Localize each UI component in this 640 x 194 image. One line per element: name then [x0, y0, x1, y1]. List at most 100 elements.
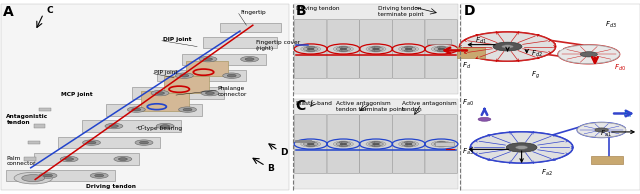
Text: PIP joint: PIP joint	[154, 70, 177, 75]
FancyBboxPatch shape	[294, 20, 327, 78]
Text: C: C	[47, 6, 53, 15]
Circle shape	[437, 145, 444, 147]
FancyBboxPatch shape	[360, 20, 392, 78]
Text: Antagonistic
tendon: Antagonistic tendon	[6, 114, 49, 125]
Text: $F_{d0}$: $F_{d0}$	[614, 63, 627, 73]
Circle shape	[307, 145, 313, 147]
Circle shape	[39, 173, 57, 178]
Circle shape	[105, 123, 123, 129]
Text: C: C	[296, 99, 306, 113]
Circle shape	[434, 47, 449, 51]
Text: D: D	[280, 148, 288, 157]
Circle shape	[478, 117, 491, 121]
Circle shape	[339, 141, 346, 143]
Circle shape	[175, 73, 193, 78]
Circle shape	[199, 56, 217, 62]
Circle shape	[336, 142, 351, 146]
FancyBboxPatch shape	[132, 87, 225, 99]
Circle shape	[161, 125, 170, 127]
FancyBboxPatch shape	[39, 108, 51, 111]
Circle shape	[308, 141, 315, 143]
Circle shape	[341, 141, 348, 143]
Circle shape	[341, 145, 348, 147]
FancyBboxPatch shape	[186, 61, 228, 75]
FancyBboxPatch shape	[141, 91, 189, 111]
Text: $F_g$: $F_g$	[531, 70, 540, 81]
Circle shape	[205, 92, 214, 94]
FancyBboxPatch shape	[425, 20, 458, 78]
Circle shape	[223, 73, 241, 78]
Circle shape	[366, 141, 386, 147]
Circle shape	[201, 90, 219, 96]
Circle shape	[437, 50, 444, 52]
Circle shape	[404, 145, 411, 147]
FancyBboxPatch shape	[327, 20, 360, 78]
Circle shape	[493, 42, 522, 51]
Text: B: B	[296, 4, 307, 18]
Circle shape	[341, 46, 348, 48]
Circle shape	[339, 145, 346, 147]
Circle shape	[336, 47, 351, 51]
Text: $F_{a2}$: $F_{a2}$	[541, 168, 552, 178]
Text: $F_{a1}$: $F_{a1}$	[600, 129, 612, 139]
Circle shape	[399, 46, 419, 52]
Circle shape	[577, 123, 626, 137]
FancyBboxPatch shape	[425, 115, 458, 173]
Circle shape	[114, 156, 132, 162]
Circle shape	[151, 90, 169, 96]
FancyBboxPatch shape	[1, 4, 289, 190]
Circle shape	[333, 46, 353, 52]
Circle shape	[558, 45, 620, 64]
Circle shape	[307, 48, 314, 50]
FancyBboxPatch shape	[457, 47, 485, 58]
FancyBboxPatch shape	[164, 76, 209, 93]
Circle shape	[87, 141, 96, 144]
FancyBboxPatch shape	[24, 157, 36, 161]
Circle shape	[340, 143, 347, 145]
FancyBboxPatch shape	[106, 104, 202, 116]
FancyBboxPatch shape	[591, 156, 623, 164]
Text: $F_{d3}$: $F_{d3}$	[605, 20, 617, 30]
FancyBboxPatch shape	[392, 20, 425, 78]
Circle shape	[44, 174, 52, 177]
Circle shape	[127, 107, 145, 112]
Circle shape	[95, 174, 104, 177]
Circle shape	[118, 158, 127, 160]
Text: $F_a$: $F_a$	[623, 109, 632, 120]
Circle shape	[405, 48, 412, 50]
Circle shape	[83, 140, 100, 145]
Text: Fingertip: Fingertip	[240, 10, 266, 15]
Circle shape	[369, 47, 383, 51]
Circle shape	[406, 145, 413, 147]
Circle shape	[431, 141, 451, 147]
Circle shape	[65, 158, 74, 160]
Circle shape	[399, 141, 419, 147]
Circle shape	[301, 141, 321, 147]
Circle shape	[502, 45, 513, 48]
Circle shape	[132, 108, 141, 111]
Circle shape	[437, 46, 444, 48]
Text: $F_{d1}$: $F_{d1}$	[475, 36, 486, 46]
Text: $F_d$: $F_d$	[462, 61, 471, 71]
Circle shape	[460, 32, 556, 61]
Circle shape	[245, 58, 254, 61]
Text: Fingertip cover
(right): Fingertip cover (right)	[256, 40, 300, 51]
Circle shape	[404, 50, 411, 52]
FancyBboxPatch shape	[294, 99, 458, 189]
Circle shape	[303, 47, 318, 51]
Circle shape	[109, 125, 118, 127]
Circle shape	[156, 92, 164, 94]
Circle shape	[303, 142, 318, 146]
Text: $F_{a3}$: $F_{a3}$	[462, 147, 474, 157]
Circle shape	[374, 141, 380, 143]
Circle shape	[439, 50, 445, 52]
FancyBboxPatch shape	[294, 115, 327, 173]
Circle shape	[90, 173, 108, 178]
Circle shape	[204, 58, 212, 61]
Circle shape	[374, 145, 380, 147]
Circle shape	[307, 141, 313, 143]
Circle shape	[372, 145, 378, 147]
Circle shape	[439, 145, 445, 147]
Circle shape	[307, 50, 313, 52]
Circle shape	[372, 46, 378, 48]
